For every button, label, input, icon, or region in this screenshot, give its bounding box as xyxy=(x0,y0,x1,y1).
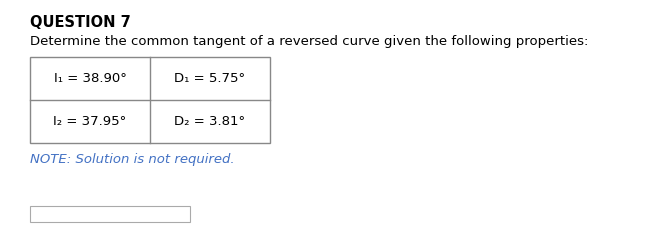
Bar xyxy=(30,57,270,143)
Text: D₂ = 3.81°: D₂ = 3.81° xyxy=(174,115,245,128)
Text: Determine the common tangent of a reversed curve given the following properties:: Determine the common tangent of a revers… xyxy=(30,35,588,48)
Text: QUESTION 7: QUESTION 7 xyxy=(30,15,131,30)
Text: I₂ = 37.95°: I₂ = 37.95° xyxy=(53,115,127,128)
Bar xyxy=(30,206,190,222)
Text: I₁ = 38.90°: I₁ = 38.90° xyxy=(54,72,127,85)
Text: D₁ = 5.75°: D₁ = 5.75° xyxy=(174,72,245,85)
Text: NOTE: Solution is not required.: NOTE: Solution is not required. xyxy=(30,153,235,166)
